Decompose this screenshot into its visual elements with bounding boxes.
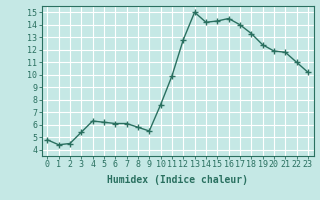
X-axis label: Humidex (Indice chaleur): Humidex (Indice chaleur) xyxy=(107,175,248,185)
